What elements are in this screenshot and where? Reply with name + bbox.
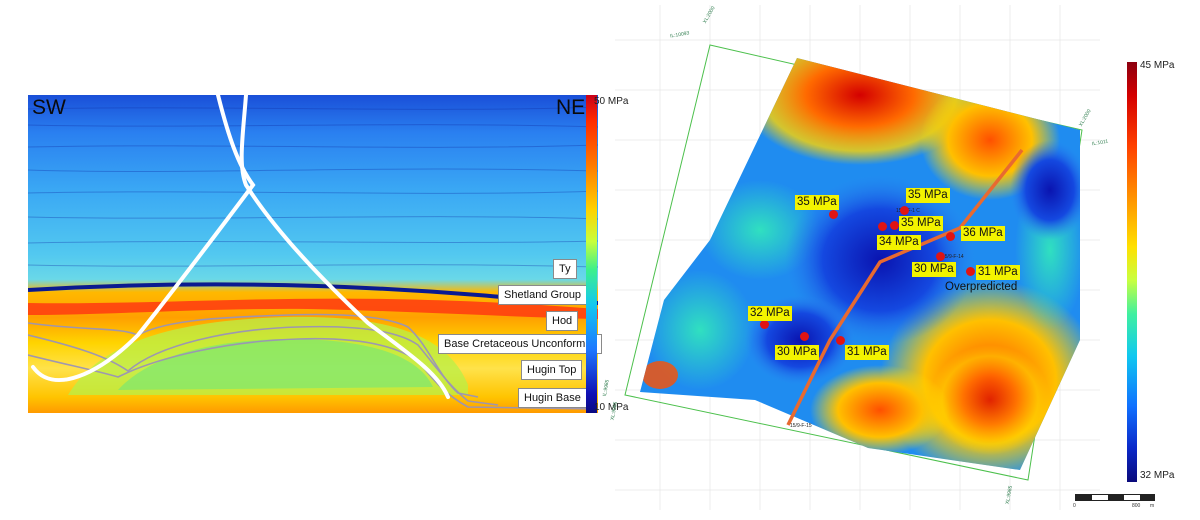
scale-bar-unit: m	[1150, 503, 1155, 509]
pressure-label: 30 MPa	[775, 345, 819, 360]
scale-bar-end: 800	[1132, 503, 1141, 509]
colorbar-section-max: 50 MPa	[594, 96, 629, 107]
colorbar-section-min: 10 MPa	[594, 402, 629, 413]
horizon-label-hugin-base: Hugin Base	[518, 388, 587, 408]
colorbar-map-max: 45 MPa	[1140, 60, 1175, 71]
well-marker[interactable]	[878, 222, 887, 231]
horizon-label-ty: Ty	[553, 259, 577, 279]
horizon-label-hod: Hod	[546, 311, 579, 331]
well-marker[interactable]	[900, 206, 909, 215]
horizon-label-hugin-top: Hugin Top	[521, 360, 583, 380]
seismic-pressure-section	[28, 95, 598, 413]
pressure-map	[615, 5, 1100, 510]
horizon-label-shetland-group: Shetland Group	[498, 285, 588, 305]
colorbar-map-min: 32 MPa	[1140, 470, 1175, 481]
scale-bar	[1075, 494, 1155, 501]
edge-label: IL:1011	[1091, 138, 1109, 148]
pressure-label: 30 MPa	[912, 262, 956, 277]
well-marker[interactable]	[836, 336, 845, 345]
pressure-label: 35 MPa	[906, 188, 950, 203]
overpredicted-annotation: Overpredicted	[945, 281, 1018, 293]
well-marker[interactable]	[946, 232, 955, 241]
direction-label-ne: NE	[556, 96, 586, 119]
well-name-f15: 15/9-F-15	[790, 423, 812, 429]
edge-label: IL:9985	[601, 379, 611, 397]
well-name-f14: 15/9-F-14	[942, 254, 964, 260]
pressure-label: 31 MPa	[976, 265, 1020, 280]
well-marker[interactable]	[829, 210, 838, 219]
well-marker[interactable]	[890, 221, 899, 230]
pressure-label: 35 MPa	[795, 195, 839, 210]
pressure-label: 36 MPa	[961, 226, 1005, 241]
direction-label-sw: SW	[32, 96, 66, 119]
well-marker[interactable]	[800, 332, 809, 341]
pressure-label: 31 MPa	[845, 345, 889, 360]
pressure-label: 35 MPa	[899, 216, 943, 231]
well-marker[interactable]	[966, 267, 975, 276]
well-marker[interactable]	[760, 320, 769, 329]
well-marker[interactable]	[936, 252, 945, 261]
horizon-label-bcu: Base Cretaceous Unconformity	[438, 334, 603, 354]
pressure-label: 34 MPa	[877, 235, 921, 250]
colorbar-map	[1127, 62, 1137, 482]
scale-bar-start: 0	[1073, 503, 1076, 509]
colorbar-section	[586, 95, 597, 413]
pressure-label: 32 MPa	[748, 306, 792, 321]
